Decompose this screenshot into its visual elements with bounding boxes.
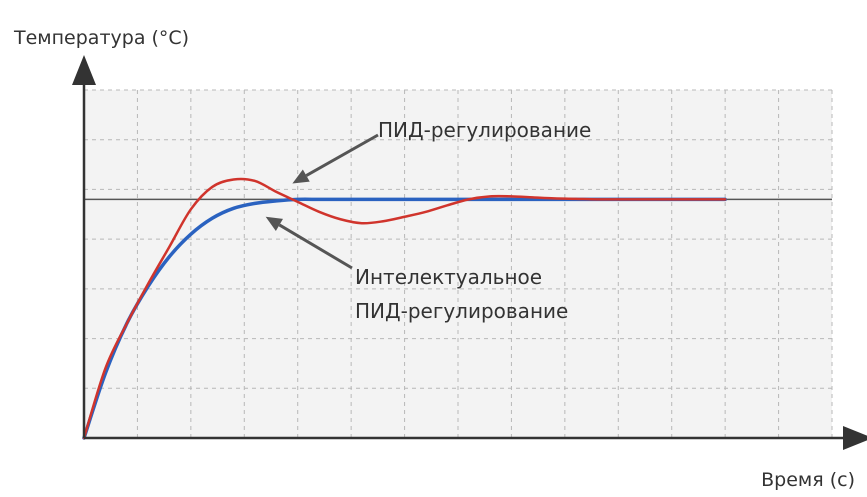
plot-area: [84, 90, 832, 438]
x-axis-label: Время (с): [761, 469, 855, 491]
annotation-label-intelligent-pid-line2: ПИД-регулирование: [355, 299, 568, 323]
annotation-arrowhead-pid: [292, 169, 310, 184]
series-layer: [82, 177, 727, 440]
series-line-intelligent-pid: [82, 197, 727, 440]
annotation-arrowhead-intelligent-pid: [265, 216, 283, 231]
y-axis-label: Температура (°C): [13, 27, 189, 49]
annotation-label-intelligent-pid-line1: Интелектуальное: [355, 265, 542, 289]
annotation-arrow-intelligent-pid: [278, 223, 353, 270]
grid: [84, 89, 833, 438]
annotation-label-pid: ПИД-регулирование: [378, 118, 591, 142]
annotation-layer: ПИД-регулирование Интелектуальное ПИД-ре…: [265, 118, 591, 323]
annotation-arrow-pid: [305, 133, 379, 177]
series-line-pid: [82, 177, 727, 440]
